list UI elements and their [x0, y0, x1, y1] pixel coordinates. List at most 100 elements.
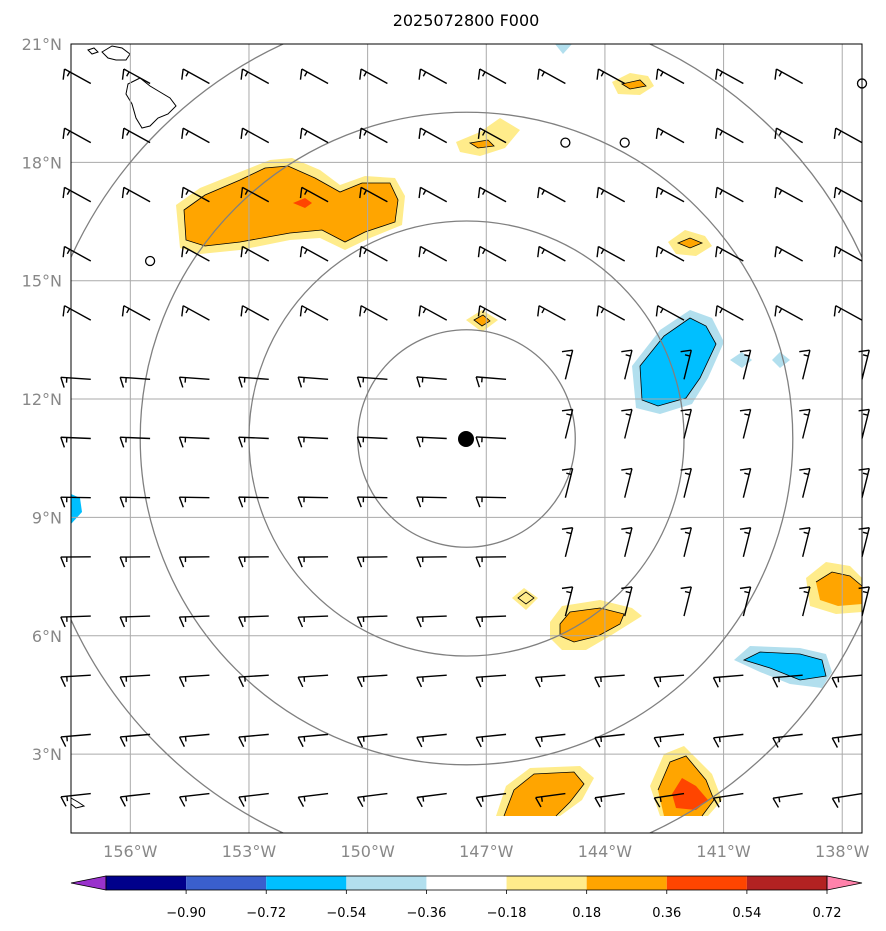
longitude-label: 150°W — [340, 842, 395, 861]
wind-barb — [772, 792, 803, 808]
wind-barb — [477, 68, 507, 85]
wind-barb — [477, 305, 507, 321]
storm-center-marker — [458, 431, 474, 447]
contour-line — [559, 607, 625, 643]
wind-barb — [680, 408, 692, 439]
colorbar-tick-label: 0.18 — [572, 906, 601, 921]
wind-barb — [119, 792, 151, 807]
wind-barb — [416, 733, 447, 748]
contour-line — [657, 755, 715, 817]
colorbar-segment — [346, 876, 427, 890]
graticule — [71, 43, 862, 833]
colorbar-segment — [506, 876, 587, 890]
wind-barb — [653, 733, 685, 748]
wind-barb — [739, 408, 752, 439]
wind-barb — [359, 305, 388, 321]
wind-barb — [62, 245, 92, 262]
wind-barb — [60, 496, 91, 508]
wind-barb — [774, 186, 804, 203]
wind-barb — [416, 615, 447, 628]
wind-barb — [359, 68, 388, 85]
longitude-label: 138°W — [815, 842, 870, 861]
wind-barb — [561, 349, 574, 380]
wind-barb — [60, 733, 91, 747]
contour-line — [815, 571, 863, 587]
wind-barb — [121, 68, 151, 85]
wind-barb — [475, 733, 507, 748]
wind-barb — [561, 408, 574, 439]
colorbar: −0.90 −0.72 −0.54 −0.36 −0.18 0.18 0.36 0.54 0.7… — [70, 875, 863, 921]
colorbar-segment — [106, 876, 187, 890]
wind-barb — [356, 733, 388, 748]
longitude-label: 153°W — [222, 842, 277, 861]
wind-barb — [178, 733, 210, 747]
colorbar-tick-label: −0.90 — [166, 906, 206, 921]
wind-barb — [416, 674, 447, 688]
colorbar-tick-label: 0.36 — [652, 906, 681, 921]
wind-barb — [534, 674, 566, 688]
wind-barb — [60, 792, 91, 807]
wind-barb — [715, 127, 744, 144]
wind-barb — [713, 792, 744, 808]
colorbar-segment — [746, 876, 827, 890]
wind-barb — [680, 586, 692, 617]
latitude-label: 18°N — [22, 153, 62, 172]
wind-barb — [833, 305, 863, 321]
positive-anomaly-region — [456, 118, 520, 156]
latitude-label: 15°N — [22, 272, 62, 291]
wind-barb — [181, 68, 210, 85]
wind-barb — [475, 436, 507, 448]
island-big-island — [125, 77, 177, 129]
wind-barb — [119, 556, 151, 568]
wind-barb — [240, 68, 270, 85]
negative-anomaly-region — [772, 352, 790, 368]
colorbar-tick-label: 0.72 — [813, 906, 842, 921]
wind-barb — [655, 186, 685, 203]
wind-barb — [594, 792, 625, 808]
colorbar-segment — [586, 876, 667, 890]
wind-barb — [799, 527, 811, 558]
wind-barb — [416, 556, 447, 568]
wind-barb — [238, 615, 269, 628]
wind-barb — [799, 467, 811, 498]
wind-barb — [356, 496, 388, 508]
wind-barb — [60, 674, 91, 688]
wind-barb — [680, 467, 692, 498]
wind-barb — [299, 186, 329, 203]
wind-barb — [178, 436, 210, 448]
wind-barb — [774, 127, 804, 144]
wind-barb — [475, 376, 507, 388]
colorbar-tick-label: −0.72 — [246, 906, 286, 921]
wind-barb — [833, 127, 863, 144]
longitude-label: 141°W — [696, 842, 751, 861]
wind-barb — [534, 733, 566, 748]
wind-barb — [178, 376, 210, 388]
wind-barb — [178, 674, 210, 688]
calm-marker — [560, 137, 571, 148]
wind-barb — [119, 436, 151, 448]
wind-barb — [535, 792, 566, 808]
colorbar-segment — [666, 876, 747, 890]
colorbar-segment — [266, 876, 347, 890]
wind-barb — [181, 305, 210, 321]
positive-anomaly-region — [816, 572, 862, 606]
wind-barb — [715, 68, 744, 85]
wind-barb — [655, 305, 685, 321]
wind-barb — [858, 527, 870, 558]
wind-barb — [297, 436, 329, 448]
wind-barb — [477, 245, 507, 262]
wind-barb — [799, 349, 811, 380]
wind-barb — [119, 674, 151, 688]
wind-barb — [297, 615, 329, 628]
wind-barb — [653, 674, 685, 688]
longitude-label: 147°W — [459, 842, 514, 861]
wind-barb — [537, 305, 566, 321]
wind-barb — [680, 349, 692, 380]
calm-marker — [619, 137, 630, 148]
wind-barb — [739, 586, 752, 617]
strong-positive-anomaly — [293, 198, 312, 208]
wind-barb — [537, 68, 566, 85]
wind-barb — [60, 615, 91, 628]
wind-barb — [238, 792, 269, 807]
wind-barb — [299, 127, 329, 144]
